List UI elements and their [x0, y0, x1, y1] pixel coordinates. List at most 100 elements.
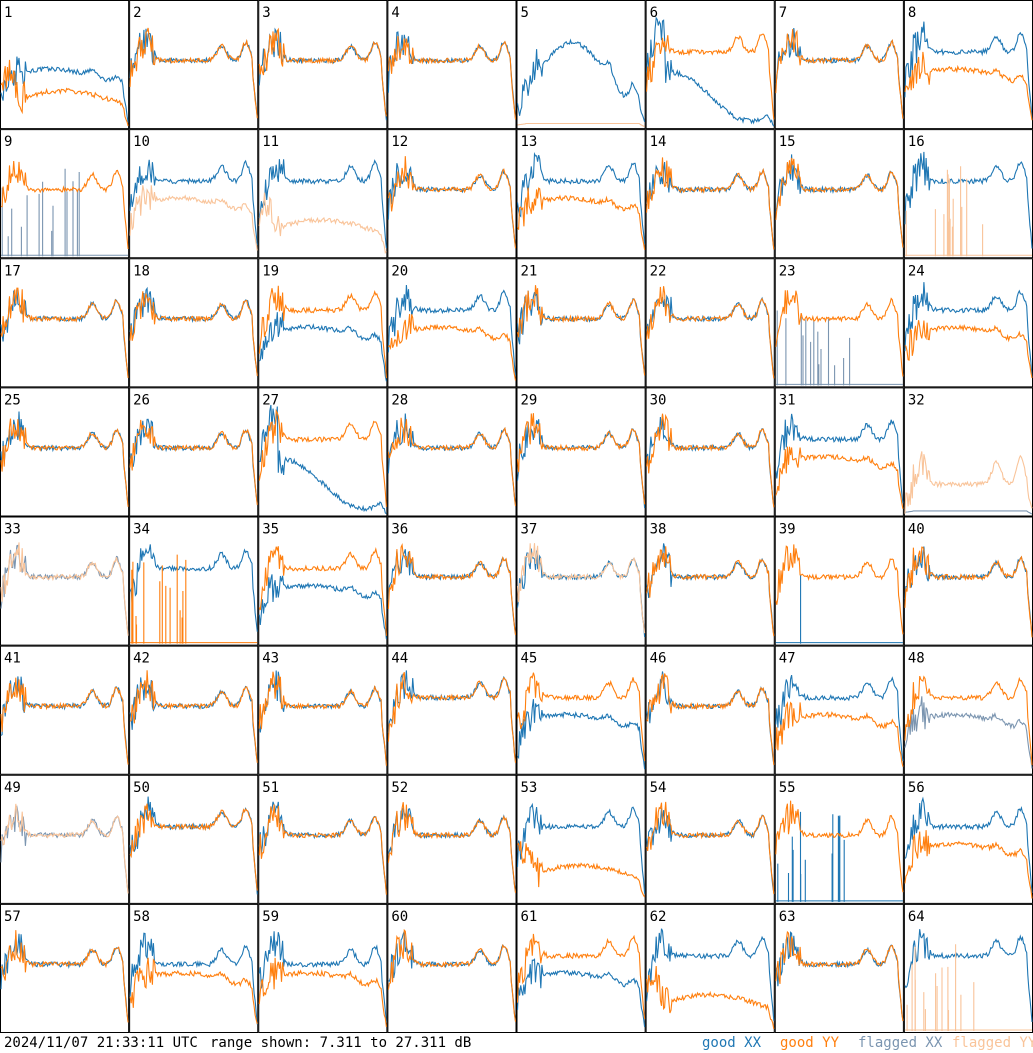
tile-19-xx-line	[258, 312, 387, 382]
tile-47: 47	[774, 645, 904, 775]
tile-48: 48	[903, 645, 1033, 775]
tile-17: 17	[0, 258, 130, 388]
tile-8: 8	[903, 0, 1033, 130]
tile-23: 23	[774, 258, 904, 388]
tile-43-yy-line	[258, 671, 387, 766]
tile-label: 54	[650, 780, 667, 796]
tile-51: 51	[258, 774, 388, 904]
tile-18-yy-line	[129, 291, 258, 377]
tile-47-xx-line	[775, 674, 904, 762]
tile-label: 39	[779, 522, 796, 538]
range-text: range shown: 7.311 to 27.311 dB	[210, 1035, 472, 1051]
tile-11-yy-line	[258, 192, 387, 255]
tile-frame	[387, 0, 517, 130]
tile-6-yy-line	[646, 33, 775, 120]
tile-9: 9	[0, 129, 130, 259]
tile-55: 55	[774, 774, 904, 904]
tile-1: 1	[0, 0, 130, 130]
tile-59-yy-line	[258, 957, 387, 1027]
tile-label: 43	[262, 651, 279, 667]
tile-52-yy-line	[387, 802, 517, 893]
tile-label: 50	[133, 780, 150, 796]
tile-20: 20	[387, 258, 517, 388]
tile-label: 9	[4, 134, 12, 150]
tile-43: 43	[258, 645, 388, 775]
tile-label: 40	[908, 522, 925, 538]
tile-34-xx-line	[129, 544, 258, 632]
tile-9-xx-line	[1, 168, 129, 257]
tile-25-xx-line	[0, 411, 129, 506]
tile-3-yy-line	[258, 27, 387, 117]
tile-label: 24	[908, 263, 925, 279]
tile-frame	[774, 645, 904, 775]
tile-56-xx-line	[904, 796, 1033, 894]
tile-1-xx-line	[0, 56, 129, 123]
tile-label: 56	[908, 780, 925, 796]
tile-62: 62	[645, 903, 775, 1033]
tile-27: 27	[258, 387, 388, 517]
tile-40: 40	[903, 516, 1033, 646]
tile-58-yy-line	[129, 957, 258, 1025]
tile-14: 14	[645, 129, 775, 259]
tile-label: 15	[779, 134, 796, 150]
tile-35-xx-line	[258, 574, 387, 640]
tile-46: 46	[645, 645, 775, 775]
tile-33-xx-line	[0, 544, 129, 635]
tile-29-yy-line	[516, 413, 646, 505]
tile-2: 2	[129, 0, 259, 130]
tile-frame	[387, 645, 517, 775]
tile-33: 33	[0, 516, 130, 646]
tile-label: 23	[779, 263, 796, 279]
tile-frame	[387, 516, 517, 646]
tile-58-xx-line	[129, 932, 258, 1025]
tile-15: 15	[774, 129, 904, 259]
tile-label: 26	[133, 392, 150, 408]
tile-48-yy-line	[904, 675, 1033, 766]
tile-label: 64	[908, 909, 925, 925]
tile-label: 32	[908, 392, 925, 408]
tile-54-xx-line	[646, 808, 775, 893]
tile-14-yy-line	[646, 157, 775, 250]
tile-15-yy-line	[775, 157, 904, 248]
tile-21: 21	[516, 258, 646, 388]
tile-62-xx-line	[646, 928, 775, 1021]
tile-frame	[903, 387, 1033, 517]
tile-frame	[645, 129, 775, 259]
tile-frame	[387, 774, 517, 904]
tile-label: 19	[262, 263, 279, 279]
tile-55-xx-line	[775, 811, 903, 902]
tile-18: 18	[129, 258, 259, 388]
tile-label: 36	[391, 522, 408, 538]
tile-label: 16	[908, 134, 925, 150]
tile-label: 55	[779, 780, 796, 796]
tile-17-yy-line	[0, 287, 129, 378]
tile-label: 31	[779, 392, 796, 408]
tile-frame	[387, 903, 517, 1033]
tile-frame	[903, 129, 1033, 259]
tile-31-yy-line	[775, 446, 904, 509]
tile-label: 6	[650, 5, 658, 21]
tile-7-xx-line	[775, 27, 904, 118]
tile-frame	[129, 774, 259, 904]
tile-label: 48	[908, 651, 925, 667]
tile-6: 6	[645, 0, 775, 130]
tile-frame	[903, 258, 1033, 388]
tile-33-yy-line	[0, 542, 129, 636]
tile-frame	[774, 0, 904, 130]
tile-19-yy-line	[258, 285, 387, 379]
tile-24-xx-line	[904, 282, 1033, 378]
legend-flagged-xx: flagged XX	[858, 1035, 943, 1051]
tile-2-xx-line	[129, 28, 258, 118]
tile-label: 37	[521, 522, 538, 538]
tile-55-yy-line	[775, 800, 904, 893]
tile-frame	[645, 645, 775, 775]
tile-35: 35	[258, 516, 388, 646]
tile-51-xx-line	[258, 801, 387, 894]
tile-57: 57	[0, 903, 130, 1033]
tile-57-yy-line	[0, 930, 129, 1023]
tile-56: 56	[903, 774, 1033, 904]
legend-good-xx: good XX	[702, 1035, 762, 1051]
tile-3: 3	[258, 0, 388, 130]
tile-64-yy-line	[904, 944, 1032, 1031]
tile-28: 28	[387, 387, 517, 517]
